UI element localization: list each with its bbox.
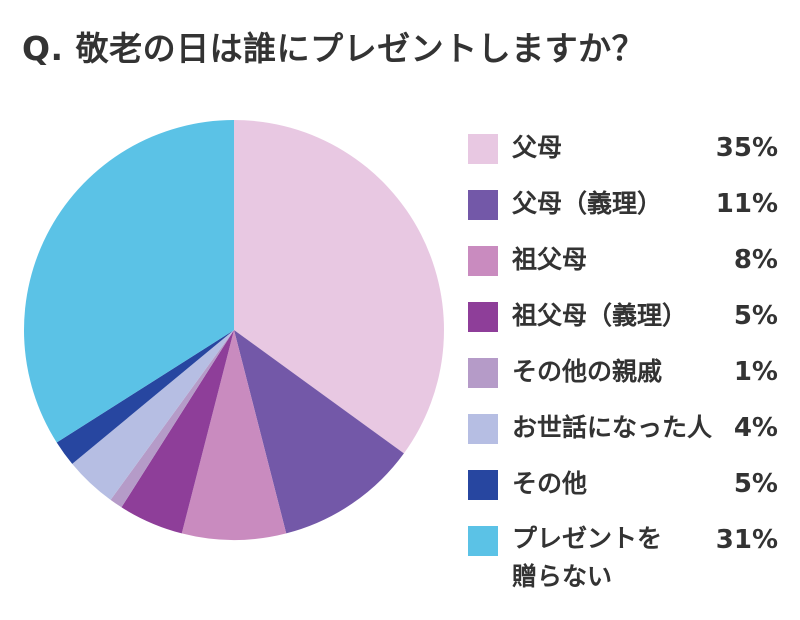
legend-item-7: プレゼントを贈らない 31% xyxy=(468,520,778,591)
legend-item-0: 父母 35% xyxy=(468,128,778,168)
pie-slice-4 xyxy=(110,330,234,508)
legend-label-0: 父母 xyxy=(512,133,563,162)
legend-swatch-1 xyxy=(468,190,498,220)
legend-value-6: 5% xyxy=(733,469,778,499)
pie-slice-0 xyxy=(234,120,444,454)
legend-label-3: 祖父母（義理） xyxy=(512,301,688,330)
legend-value-5: 4% xyxy=(733,413,778,443)
legend-swatch-4 xyxy=(468,358,498,388)
legend-value-4: 1% xyxy=(733,357,778,387)
legend-swatch-0 xyxy=(468,134,498,164)
pie-slice-5 xyxy=(72,330,234,500)
chart-title: Q. 敬老の日は誰にプレゼントしますか？ xyxy=(22,29,646,68)
legend-item-2: 祖父母 8% xyxy=(468,240,778,280)
pie-slice-1 xyxy=(234,330,404,534)
pie-slices xyxy=(24,119,444,540)
legend-item-5: お世話になった人 4% xyxy=(468,408,778,448)
legend-label-4: その他の親戚 xyxy=(512,357,663,386)
legend-swatch-6 xyxy=(468,470,498,500)
legend-swatch-2 xyxy=(468,246,498,276)
legend-value-0: 35% xyxy=(715,133,778,163)
legend-swatch-3 xyxy=(468,302,498,332)
legend-label-7: プレゼントを贈らない xyxy=(512,524,663,591)
legend-value-7: 31% xyxy=(715,525,778,555)
legend-swatch-7 xyxy=(468,526,498,556)
legend-label-6: その他 xyxy=(512,469,588,498)
pie-slice-7 xyxy=(24,119,235,443)
legend-item-4: その他の親戚 1% xyxy=(468,352,778,392)
legend-item-1: 父母（義理） 11% xyxy=(468,184,778,224)
pie-slice-6 xyxy=(56,330,234,464)
legend-item-6: その他 5% xyxy=(468,464,778,504)
legend-value-2: 8% xyxy=(733,245,778,275)
pie-slice-2 xyxy=(181,330,287,540)
legend-value-1: 11% xyxy=(715,189,778,219)
legend-label-2: 祖父母 xyxy=(512,245,588,274)
legend-item-3: 祖父母（義理） 5% xyxy=(468,296,778,336)
legend-label-5: お世話になった人 xyxy=(512,413,713,442)
legend-swatch-5 xyxy=(468,414,498,444)
legend-value-3: 5% xyxy=(733,301,778,331)
pie-slice-3 xyxy=(121,330,234,534)
legend-label-1: 父母（義理） xyxy=(512,189,663,218)
